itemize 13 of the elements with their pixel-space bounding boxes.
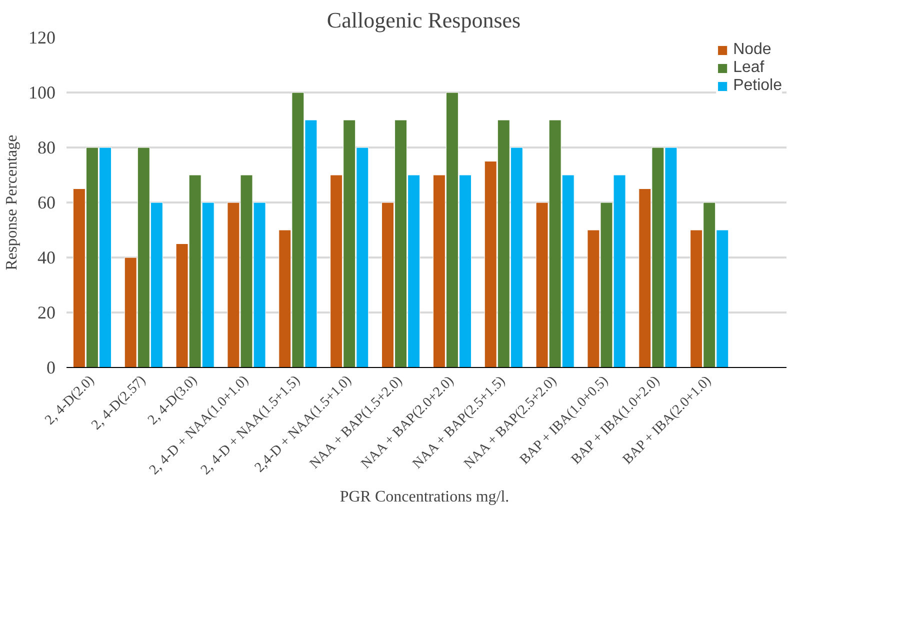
- y-tick-label: 60: [38, 192, 56, 212]
- legend-label: Petiole: [733, 77, 782, 95]
- y-tick-label: 0: [46, 358, 56, 378]
- y-tick-label: 40: [38, 248, 56, 268]
- legend-label: Leaf: [733, 59, 764, 77]
- y-tick-label: 100: [28, 82, 56, 102]
- x-axis-title: PGR Concentrations mg/l.: [340, 488, 510, 506]
- y-tick-label: 20: [38, 302, 56, 322]
- chart-title: Callogenic Responses: [326, 8, 521, 32]
- legend-label: Node: [733, 41, 772, 59]
- y-axis-title: Response Percentage: [4, 134, 20, 270]
- y-tick-label: 80: [38, 138, 56, 158]
- y-tick-label: 120: [28, 28, 56, 48]
